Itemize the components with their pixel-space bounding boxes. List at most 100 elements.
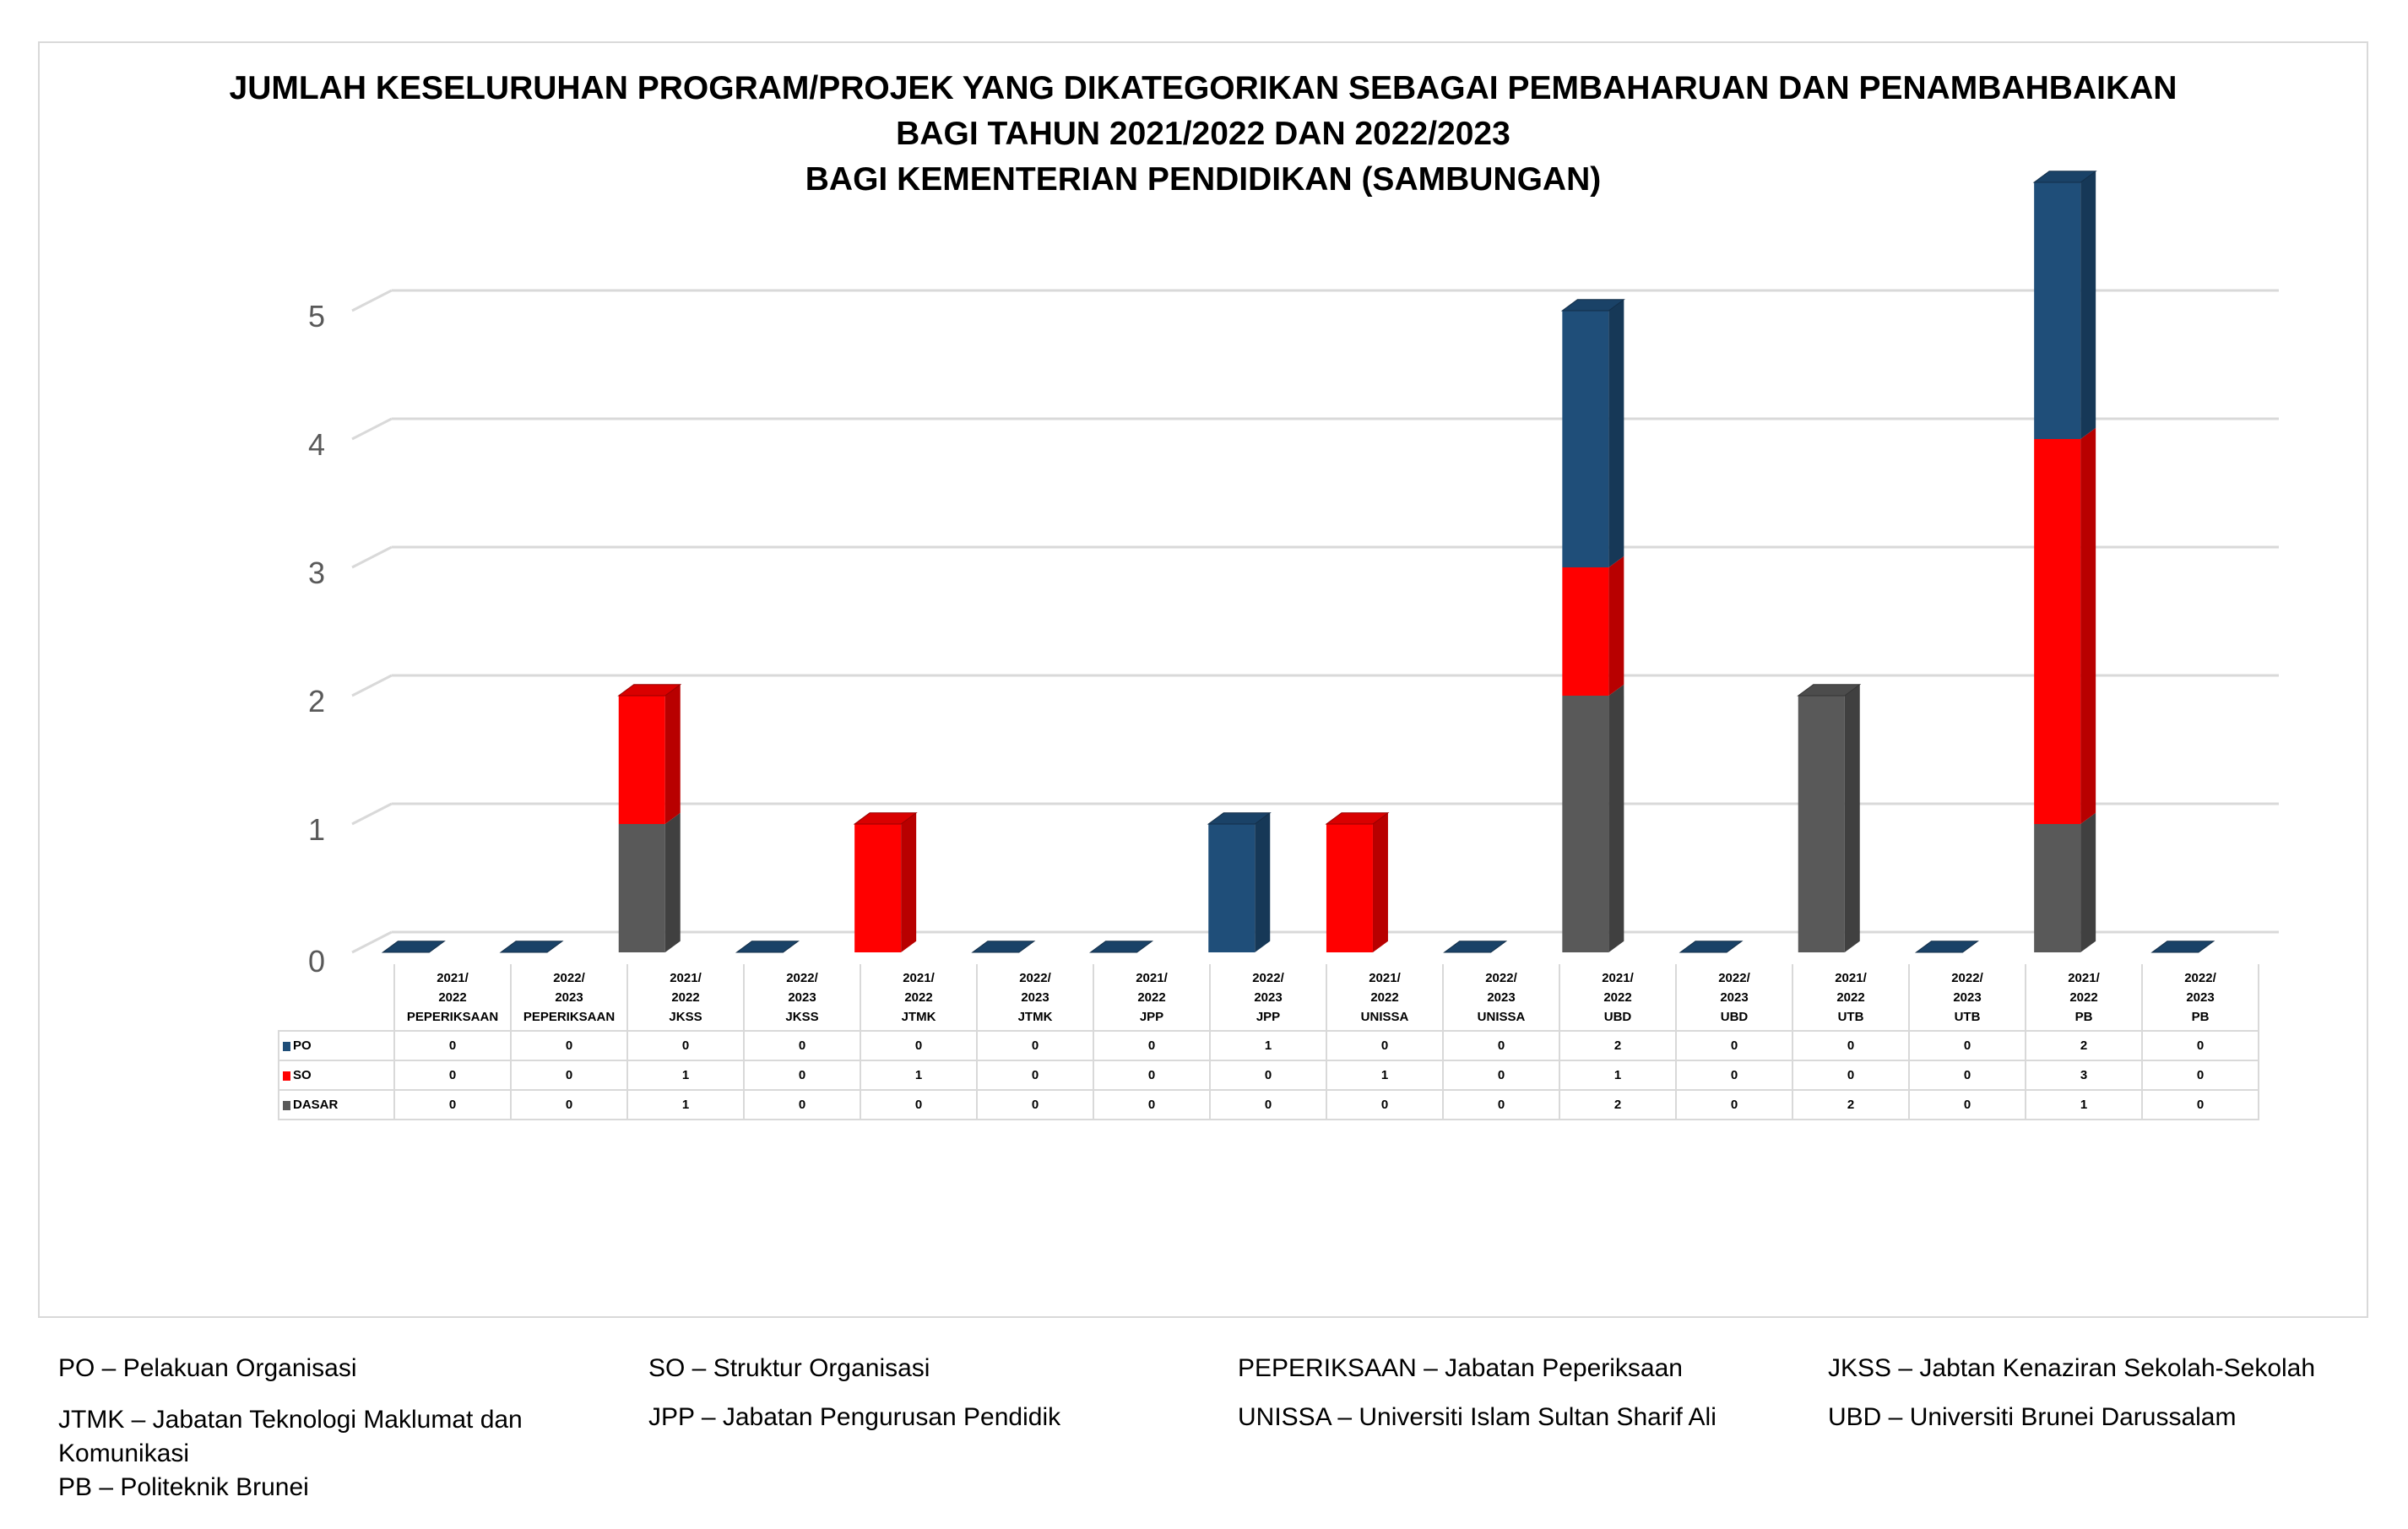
category-label-line: 2022 <box>1603 990 1632 1005</box>
bar-so <box>1562 567 1609 696</box>
bar-po <box>1562 311 1609 567</box>
category-label: 2021/2022 JTMK <box>860 964 978 1032</box>
bar-top-cap <box>1797 684 1862 697</box>
data-value: 0 <box>626 1030 745 1061</box>
category-label: 2022/2023 JKSS <box>743 964 861 1032</box>
gridline-tick <box>351 930 393 954</box>
bar-dasar <box>618 824 665 952</box>
data-value: 1 <box>1559 1060 1677 1091</box>
bar-side-so <box>2080 427 2096 824</box>
category-label-line: 2023 <box>1720 990 1749 1005</box>
abbr-jpp: JPP – Jabatan Pengurusan Pendidik <box>648 1403 1061 1431</box>
data-value: 2 <box>1559 1089 1677 1120</box>
bar-dasar <box>2034 824 2081 952</box>
bar-so <box>2034 439 2081 824</box>
bar-top-cap <box>971 941 1036 953</box>
category-label-line: 2021/ <box>437 970 469 985</box>
category-label-line: 2023 <box>788 990 816 1005</box>
category-label: 2021/2022 UTB <box>1792 964 1910 1032</box>
category-label-line: JTMK <box>901 1009 936 1024</box>
bar-side-so <box>664 684 681 824</box>
data-value: 0 <box>860 1089 978 1120</box>
data-value: 0 <box>1209 1089 1327 1120</box>
bar-top-cap <box>499 941 564 953</box>
category-label-line: 2021/ <box>670 970 702 985</box>
data-value: 0 <box>393 1060 512 1091</box>
bar-top-cap <box>1089 941 1154 953</box>
legend-swatch <box>283 1071 290 1081</box>
category-label: 2022/2023 UTB <box>1908 964 2026 1032</box>
series-name: SO <box>293 1068 312 1082</box>
abbr-po: PO – Pelakuan Organisasi <box>58 1354 357 1382</box>
category-label-line: 2022 <box>1836 990 1865 1005</box>
data-value: 1 <box>626 1089 745 1120</box>
data-value: 0 <box>1442 1030 1560 1061</box>
bar-top-cap <box>1443 941 1508 953</box>
table-row-so: SO 0 0 1 0 1 0 0 0 1 0 1 0 0 0 3 0 <box>278 1060 2259 1091</box>
category-label-line: 2022 <box>671 990 700 1005</box>
category-label-line: UTB <box>1954 1009 1981 1024</box>
bar-side-po <box>1608 299 1624 567</box>
abbr-pb: PB – Politeknik Brunei <box>58 1473 309 1501</box>
category-label-line: JTMK <box>1017 1009 1053 1024</box>
category-label-line: 2022 <box>438 990 467 1005</box>
abbr-unissa: UNISSA – Universiti Islam Sultan Sharif … <box>1238 1403 1717 1431</box>
y-tick-label: 3 <box>307 556 325 590</box>
bar-top-cap <box>1679 941 1744 953</box>
data-value: 1 <box>1209 1030 1327 1061</box>
category-label-line: 2023 <box>1254 990 1283 1005</box>
category-label-line: 2023 <box>1487 990 1516 1005</box>
category-label-line: 2023 <box>1021 990 1049 1005</box>
legend-swatch <box>283 1041 290 1051</box>
category-label-line: 2021/ <box>2068 970 2100 985</box>
data-value: 0 <box>1675 1060 1793 1091</box>
category-label-line: PEPERIKSAAN <box>406 1009 499 1024</box>
data-value: 0 <box>1442 1089 1560 1120</box>
data-value: 0 <box>976 1089 1094 1120</box>
category-label-line: 2023 <box>555 990 583 1005</box>
data-value: 0 <box>510 1089 628 1120</box>
abbr-peperiksaan: PEPERIKSAAN – Jabatan Peperiksaan <box>1238 1354 1683 1382</box>
category-label-line: 2022/ <box>1485 970 1517 985</box>
abbr-jtmk: JTMK – Jabatan Teknologi Maklumat dan Ko… <box>58 1406 523 1467</box>
data-value: 0 <box>1675 1030 1793 1061</box>
category-label: 2021/2022 JKSS <box>626 964 745 1032</box>
category-label: 2022/2023 JPP <box>1209 964 1327 1032</box>
bar-side-dasar <box>664 812 681 952</box>
bar-side-dasar <box>1608 684 1624 952</box>
data-value: 0 <box>1908 1060 2026 1091</box>
data-value: 0 <box>510 1030 628 1061</box>
category-label-line: 2021/ <box>1602 970 1634 985</box>
data-value: 0 <box>1093 1089 1211 1120</box>
category-label-line: UTB <box>1837 1009 1864 1024</box>
data-table: 2021/2022 PEPERIKSAAN 2022/2023 PEPERIKSAAN… <box>278 964 2259 1120</box>
series-label: PO <box>278 1030 395 1061</box>
category-label: 2022/2023 JTMK <box>976 964 1094 1032</box>
title-line-2: BAGI TAHUN 2021/2022 DAN 2022/2023 <box>896 116 1510 152</box>
gridline-tick <box>351 802 393 826</box>
series-name: PO <box>293 1038 312 1053</box>
data-value: 0 <box>1792 1060 1910 1091</box>
category-label-line: 2023 <box>1953 990 1982 1005</box>
category-label-line: JPP <box>1256 1009 1281 1024</box>
bar-so <box>618 696 665 824</box>
data-value: 0 <box>1792 1030 1910 1061</box>
data-value: 0 <box>1093 1030 1211 1061</box>
category-label-line: JPP <box>1139 1009 1164 1024</box>
bar-side-dasar <box>1844 684 1860 952</box>
category-label-line: 2022/ <box>2184 970 2216 985</box>
data-value: 0 <box>510 1060 628 1091</box>
data-value: 2 <box>1792 1089 1910 1120</box>
category-label-line: 2022 <box>2069 990 2098 1005</box>
bar-top-cap <box>2150 941 2215 953</box>
table-row-po: PO 0 0 0 0 0 0 0 1 0 0 2 0 0 0 2 0 <box>278 1030 2259 1061</box>
category-label-line: 2022 <box>1370 990 1399 1005</box>
data-value: 0 <box>743 1060 861 1091</box>
bar-side-po <box>2080 171 2096 440</box>
chart-title: JUMLAH KESELURUHAN PROGRAM/PROJEK YANG D… <box>38 66 2368 203</box>
category-label: 2022/2023 PB <box>2141 964 2259 1032</box>
category-label-line: 2021/ <box>1369 970 1401 985</box>
bar-dasar <box>1562 696 1609 952</box>
data-value: 0 <box>1093 1060 1211 1091</box>
